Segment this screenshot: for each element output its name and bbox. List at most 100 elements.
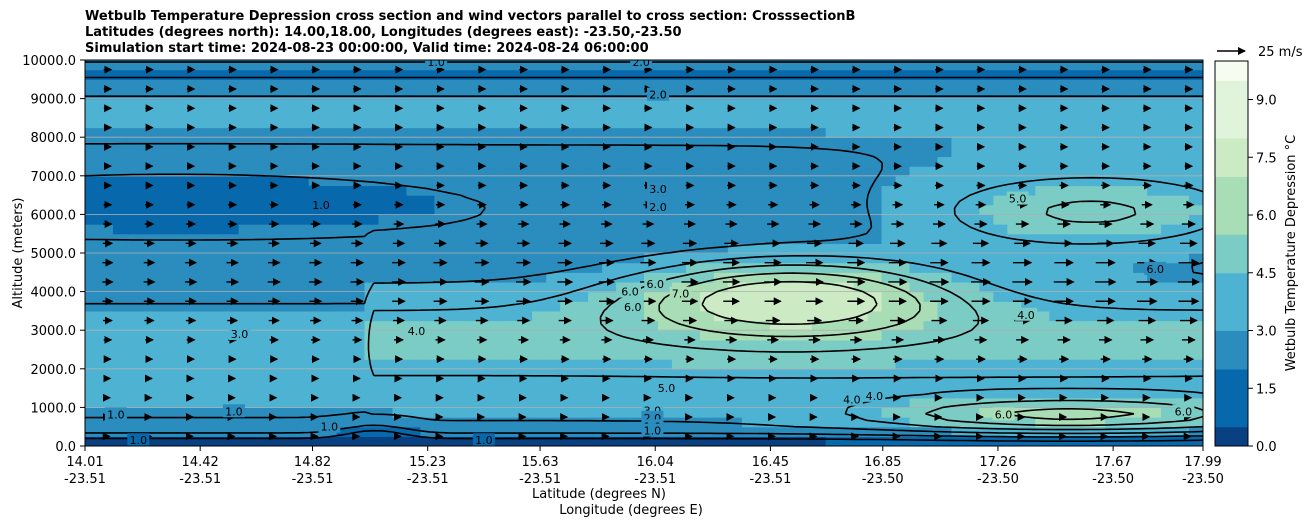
field-cell [126, 60, 142, 71]
field-cell [490, 368, 505, 380]
field-cell [238, 60, 254, 71]
field-cell [112, 156, 128, 167]
field-cell [476, 397, 491, 408]
field-cell [727, 69, 743, 80]
field-cell [490, 88, 505, 100]
field-cell [923, 330, 939, 341]
field-cell [895, 117, 911, 129]
field-cell [993, 262, 1008, 273]
field-cell [671, 185, 687, 196]
y-tick-label: 10000.0 [22, 54, 76, 69]
field-cell [602, 339, 617, 351]
field-cell [392, 253, 408, 264]
field-cell [853, 156, 869, 167]
field-cell [937, 253, 953, 264]
field-cell [406, 204, 421, 215]
field-cell [1105, 117, 1120, 129]
field-cell [98, 349, 114, 360]
field-cell [462, 320, 477, 331]
field-cell [448, 185, 463, 196]
field-cell [867, 262, 883, 273]
field-cell [699, 137, 715, 148]
field-cell [252, 98, 268, 109]
field-cell [685, 146, 701, 158]
field-cell [504, 310, 519, 322]
field-cell [196, 368, 212, 380]
field-cell [546, 388, 561, 399]
field-cell [266, 301, 282, 312]
field-cell [630, 272, 645, 283]
field-cell [1105, 320, 1120, 331]
field-cell [685, 291, 701, 302]
field-cell [769, 98, 785, 109]
field-cell [741, 79, 757, 90]
field-cell [895, 339, 911, 351]
field-cell [406, 233, 421, 244]
field-cell [979, 330, 994, 341]
field-cell [182, 156, 198, 167]
field-cell [1021, 88, 1036, 100]
field-cell [993, 378, 1008, 389]
field-cell [238, 301, 254, 312]
field-cell [322, 185, 338, 196]
field-cell [895, 426, 911, 437]
field-cell [224, 397, 240, 408]
field-cell [979, 339, 994, 351]
field-cell [1175, 127, 1190, 138]
field-cell [546, 339, 561, 351]
contour-label: 6.0 [995, 408, 1013, 421]
field-cell [923, 146, 939, 158]
field-cell [574, 156, 589, 167]
field-cell [448, 243, 463, 254]
field-cell [644, 127, 659, 138]
field-cell [392, 301, 408, 312]
field-cell [490, 79, 505, 90]
field-cell [1035, 233, 1050, 244]
field-cell [252, 301, 268, 312]
field-cell [504, 175, 519, 187]
contour-label: 4.0 [408, 325, 426, 338]
field-cell [783, 146, 799, 158]
contour-label-bg [1172, 404, 1195, 418]
field-cell [1091, 281, 1106, 293]
colorbar: 0.01.53.04.56.07.59.0 Wetbulb Temperatur… [1214, 60, 1299, 455]
field-cell [1091, 214, 1106, 225]
field-cell [294, 60, 310, 71]
field-cell [993, 88, 1008, 100]
field-cell [811, 397, 827, 408]
field-cell [1105, 310, 1120, 322]
field-cell [490, 272, 505, 283]
field-cell [657, 108, 673, 119]
field-cell [630, 417, 645, 428]
field-cell [126, 146, 142, 158]
field-cell [811, 253, 827, 264]
field-cell [1035, 417, 1050, 428]
field-cell [979, 127, 994, 138]
field-cell [140, 233, 156, 244]
field-cell [168, 214, 184, 225]
field-cell [993, 417, 1008, 428]
field-cell [699, 339, 715, 351]
field-cell [853, 368, 869, 380]
field-cell [755, 156, 771, 167]
field-cell [965, 185, 980, 196]
field-cell [336, 166, 352, 177]
field-cell [1021, 108, 1036, 119]
field-cell [769, 108, 785, 119]
field-cell [1063, 137, 1078, 148]
field-cell [853, 127, 869, 138]
field-cell [364, 272, 380, 283]
field-cell [727, 426, 743, 437]
field-cell [336, 156, 352, 167]
field-cell [406, 388, 421, 399]
field-cell [85, 204, 100, 215]
field-cell [378, 339, 394, 351]
field-cell [154, 204, 170, 215]
field-cell [895, 60, 911, 71]
field-cell [112, 108, 128, 119]
field-cell [154, 88, 170, 100]
field-cell [755, 417, 771, 428]
field-cell [350, 397, 366, 408]
field-cell [993, 243, 1008, 254]
field-cell [434, 407, 449, 418]
